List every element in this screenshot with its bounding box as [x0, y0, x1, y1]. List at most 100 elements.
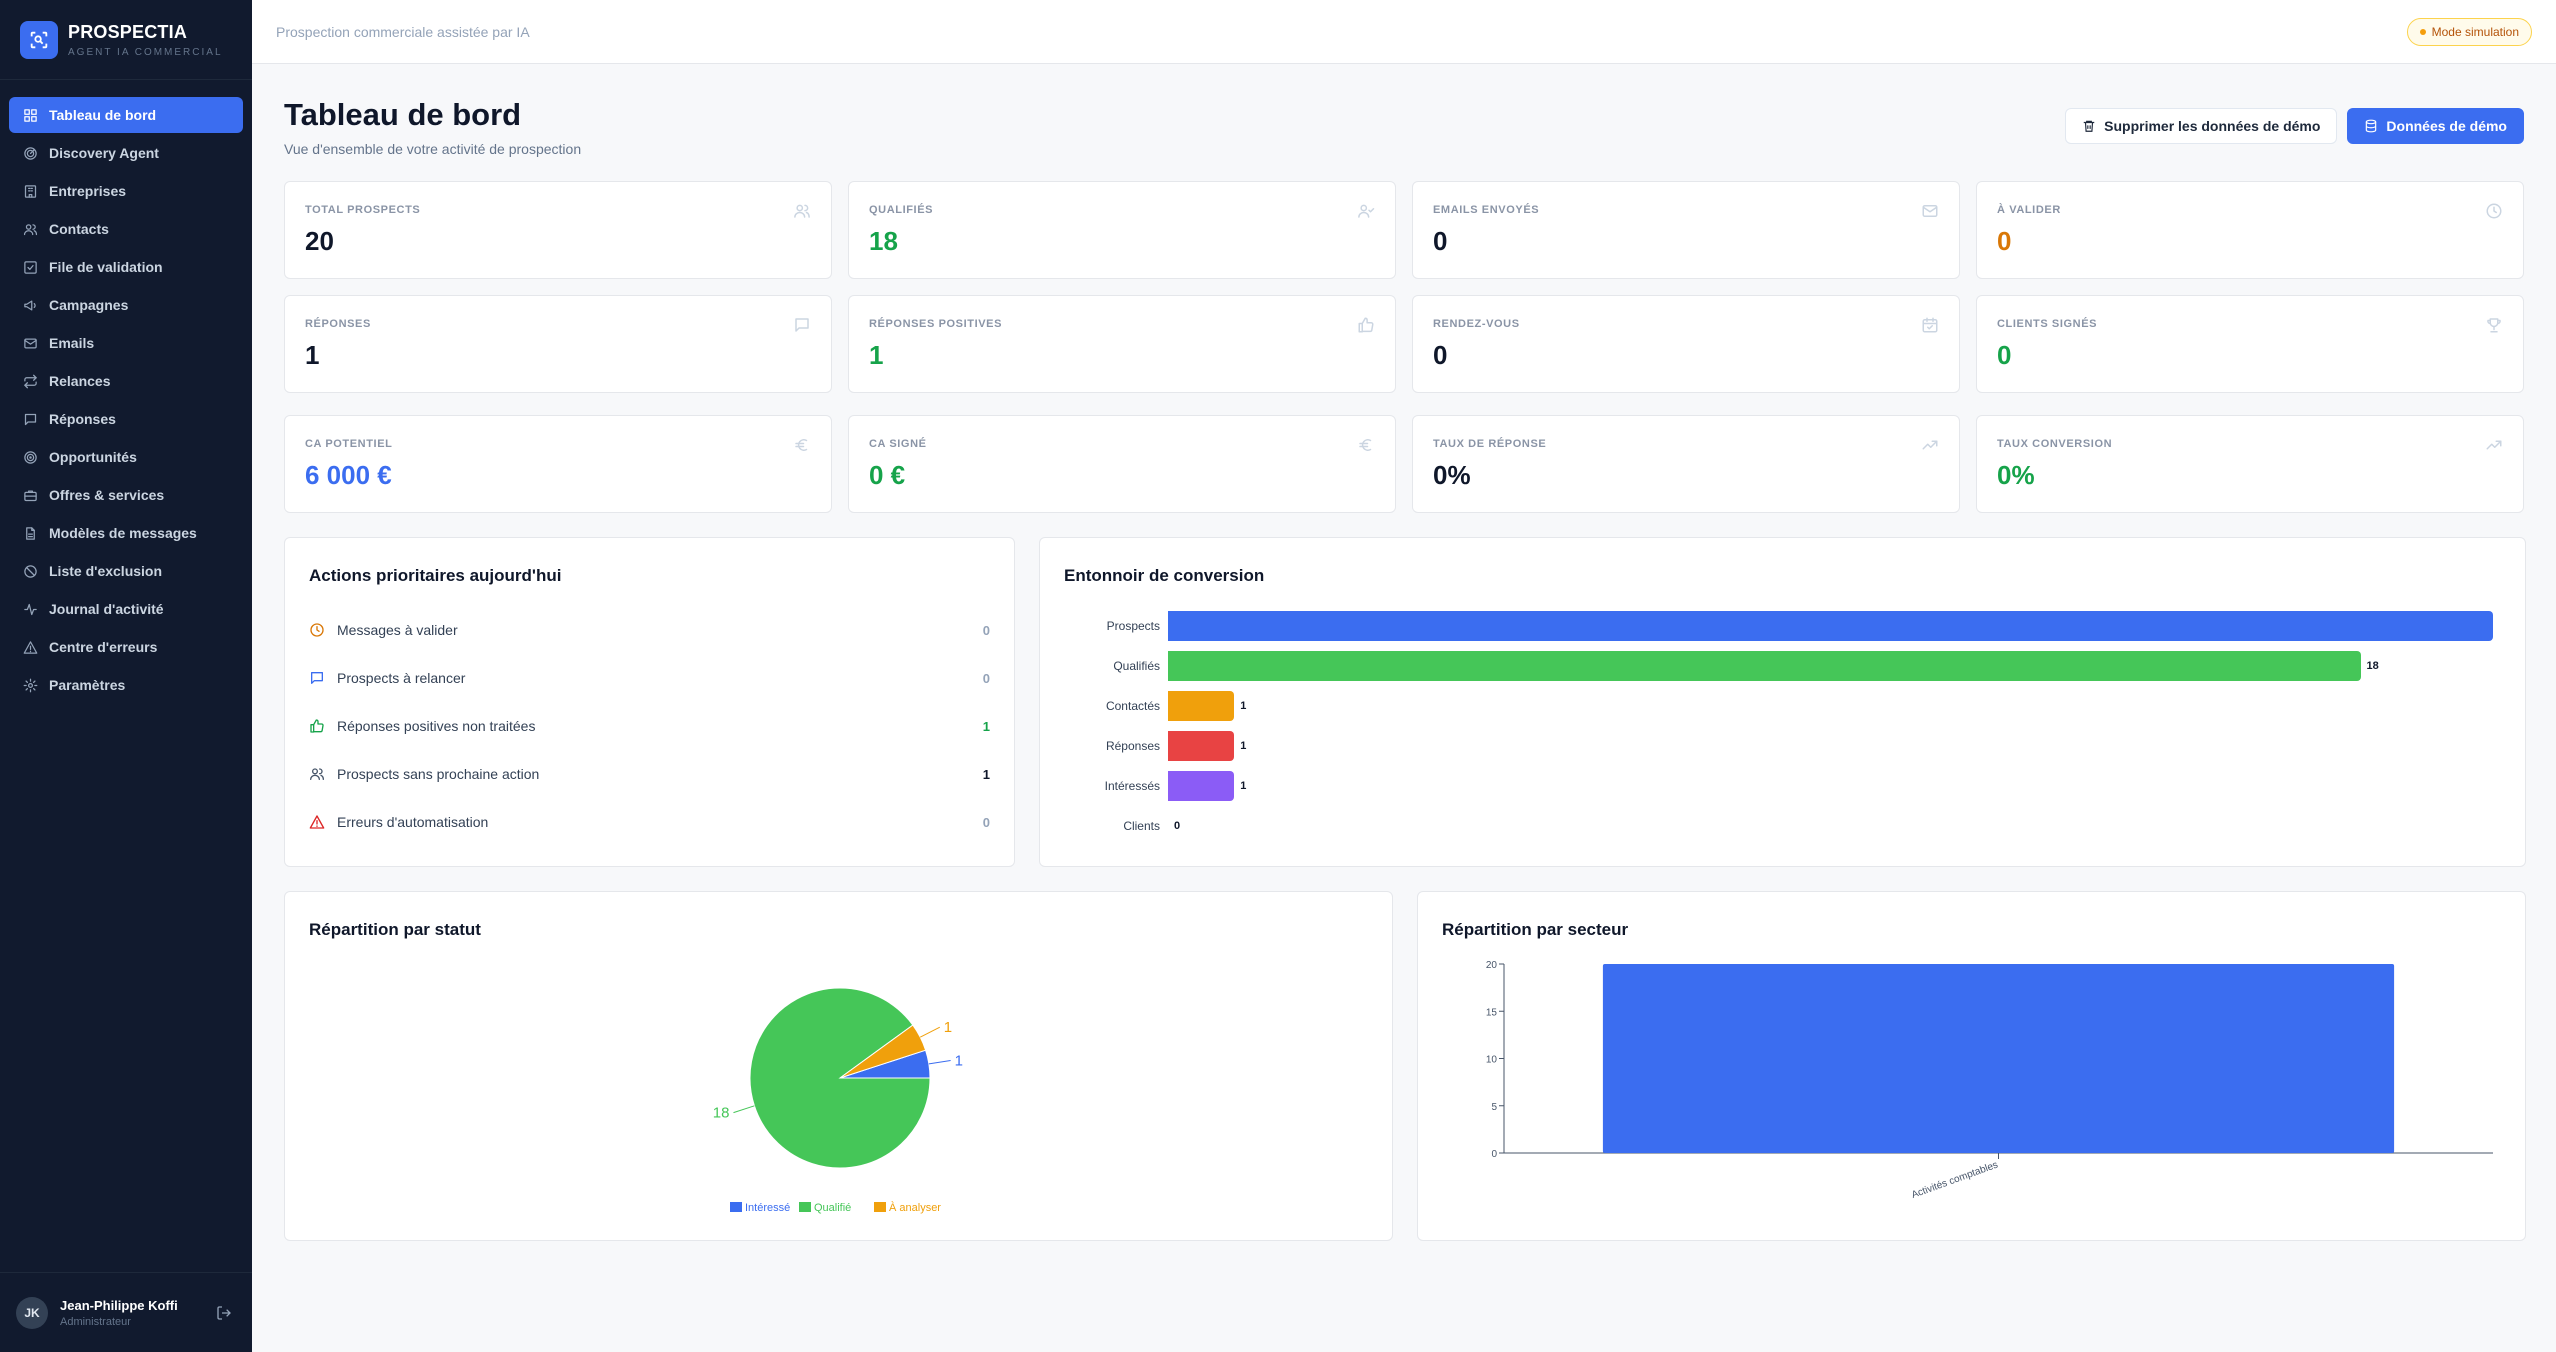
- sidebar-item-building[interactable]: Entreprises: [9, 173, 243, 209]
- stat-value: 1: [869, 340, 884, 370]
- priority-action-item[interactable]: Réponses positives non traitées 1: [309, 702, 990, 750]
- funnel-label: Réponses: [1105, 739, 1160, 753]
- stat-card[interactable]: CA SIGNÉ 0 €: [848, 415, 1396, 513]
- stat-label: TOTAL PROSPECTS: [305, 204, 421, 216]
- topbar-subtitle: Prospection commerciale assistée par IA: [276, 23, 530, 40]
- stat-card[interactable]: À VALIDER 0: [1976, 181, 2524, 279]
- user-check-icon: [1358, 204, 1375, 218]
- stat-value: 20: [305, 226, 334, 256]
- page-header: Tableau de bord Vue d'ensemble de votre …: [284, 97, 2526, 181]
- stat-card[interactable]: RENDEZ-VOUS 0: [1412, 295, 1960, 393]
- delete-demo-data-label: Supprimer les données de démo: [2104, 118, 2321, 134]
- sidebar-item-label: Centre d'erreurs: [49, 639, 158, 655]
- sidebar-item-grid[interactable]: Tableau de bord: [9, 97, 243, 133]
- funnel-value: 1: [1240, 780, 1247, 792]
- sidebar-item-label: Relances: [49, 373, 111, 389]
- sidebar-item-file-text[interactable]: Modèles de messages: [9, 515, 243, 551]
- sidebar-item-message[interactable]: Réponses: [9, 401, 243, 437]
- message-icon: [795, 318, 809, 332]
- stats-grid: TOTAL PROSPECTS 20 QUALIFIÉS 18 EMAILS ENVOY…: [284, 181, 2526, 529]
- stat-card[interactable]: TAUX DE RÉPONSE 0%: [1412, 415, 1960, 513]
- avatar[interactable]: JK: [16, 1296, 48, 1329]
- demo-data-button[interactable]: Données de démo: [2347, 108, 2524, 144]
- stat-card[interactable]: RÉPONSES 1: [284, 295, 832, 393]
- settings-icon: [23, 678, 38, 692]
- alert-triangle-icon: [23, 640, 38, 654]
- main-content: Tableau de bord Vue d'ensemble de votre …: [284, 64, 2526, 1241]
- clock-icon: [2486, 203, 2502, 219]
- mail-icon: [1922, 205, 1938, 217]
- sidebar-item-label: Offres & services: [49, 487, 165, 503]
- legend-label: À analyser: [889, 1201, 941, 1214]
- stat-card[interactable]: TAUX CONVERSION 0%: [1976, 415, 2524, 513]
- sidebar-item-users[interactable]: Contacts: [9, 211, 243, 247]
- bar[interactable]: [1602, 964, 2395, 1153]
- stat-card[interactable]: CLIENTS SIGNÉS 0: [1976, 295, 2524, 393]
- status-chart-panel: Répartition par statut 1 18 1 Intéressé Qual…: [284, 891, 1393, 1241]
- funnel-bar[interactable]: [1168, 771, 1235, 801]
- funnel-bar[interactable]: [1168, 611, 2493, 641]
- stat-label: QUALIFIÉS: [869, 204, 934, 216]
- funnel-bar[interactable]: [1168, 651, 2361, 681]
- sidebar-item-settings[interactable]: Paramètres: [9, 667, 243, 703]
- x-tick-label: Activités comptables: [1910, 1159, 1999, 1201]
- priority-action-item[interactable]: Erreurs d'automatisation 0: [309, 798, 990, 846]
- simulation-badge[interactable]: Mode simulation: [2406, 17, 2532, 46]
- trending-up-icon: [2486, 440, 2502, 450]
- sidebar-item-target[interactable]: Opportunités: [9, 439, 243, 475]
- status-pie-chart: 1 18 1 Intéressé Qualifié À analyser: [713, 987, 963, 1214]
- stat-card[interactable]: RÉPONSES POSITIVES 1: [848, 295, 1396, 393]
- sidebar-item-megaphone[interactable]: Campagnes: [9, 287, 243, 323]
- sidebar-item-label: Modèles de messages: [49, 525, 197, 541]
- mail-icon: [24, 338, 37, 348]
- priority-action-item[interactable]: Messages à valider 0: [309, 606, 990, 654]
- funnel-label: Contactés: [1105, 699, 1160, 713]
- logout-icon[interactable]: [216, 1305, 232, 1321]
- stat-card[interactable]: TOTAL PROSPECTS 20: [284, 181, 832, 279]
- sidebar-item-briefcase[interactable]: Offres & services: [9, 477, 243, 513]
- stat-card[interactable]: QUALIFIÉS 18: [848, 181, 1396, 279]
- brand-subtitle: AGENT IA COMMERCIAL: [68, 46, 223, 58]
- sidebar-item-mail[interactable]: Emails: [9, 325, 243, 361]
- priority-action-item[interactable]: Prospects à relancer 0: [309, 654, 990, 702]
- sidebar-item-radar[interactable]: Discovery Agent: [9, 135, 243, 171]
- legend-label: Intéressé: [745, 1202, 790, 1214]
- y-tick-label: 5: [1491, 1102, 1497, 1113]
- funnel-bar[interactable]: [1168, 731, 1235, 761]
- stat-card[interactable]: CA POTENTIEL 6 000 €: [284, 415, 832, 513]
- sidebar-item-activity[interactable]: Journal d'activité: [9, 591, 243, 627]
- target-icon: [24, 450, 37, 464]
- sidebar-item-label: Opportunités: [49, 449, 137, 465]
- sidebar-item-alert-triangle[interactable]: Centre d'erreurs: [9, 629, 243, 665]
- pie-label-leader: [733, 1105, 755, 1114]
- priority-action-count: 1: [982, 766, 990, 782]
- delete-demo-data-button[interactable]: Supprimer les données de démo: [2065, 108, 2338, 144]
- conversion-funnel: Prospects Qualifiés 18 Contactés 1 Réponses 1 I…: [1064, 606, 2493, 846]
- sidebar-item-label: Journal d'activité: [49, 601, 164, 617]
- sidebar-item-repeat[interactable]: Relances: [9, 363, 243, 399]
- sidebar-item-ban[interactable]: Liste d'exclusion: [9, 553, 243, 589]
- thumbs-up-icon: [310, 719, 324, 733]
- funnel-value: 0: [1174, 820, 1181, 832]
- brand[interactable]: PROSPECTIA AGENT IA COMMERCIAL: [0, 0, 252, 80]
- clock-icon: [310, 623, 324, 637]
- funnel-label: Clients: [1123, 819, 1160, 833]
- sidebar-item-label: Liste d'exclusion: [49, 563, 163, 579]
- sidebar-item-check-square[interactable]: File de validation: [9, 249, 243, 285]
- priority-action-item[interactable]: Prospects sans prochaine action 1: [309, 750, 990, 798]
- sidebar-item-label: Discovery Agent: [49, 145, 159, 161]
- repeat-icon: [24, 374, 37, 388]
- trending-up-icon: [1922, 440, 1938, 450]
- message-icon: [311, 672, 323, 684]
- funnel-row: Qualifiés 18: [1064, 646, 2493, 686]
- stat-value: 0: [1433, 226, 1448, 256]
- stat-value: 0%: [1997, 460, 2035, 490]
- page-subtitle: Vue d'ensemble de votre activité de pros…: [284, 141, 582, 157]
- funnel-bar[interactable]: [1168, 691, 1235, 721]
- priority-action-label: Prospects sans prochaine action: [337, 766, 540, 782]
- stat-card[interactable]: EMAILS ENVOYÉS 0: [1412, 181, 1960, 279]
- sector-chart-title: Répartition par secteur: [1442, 920, 1629, 939]
- status-dot-icon: [2419, 28, 2426, 35]
- stat-label: EMAILS ENVOYÉS: [1433, 204, 1540, 216]
- stat-label: RÉPONSES: [305, 318, 371, 330]
